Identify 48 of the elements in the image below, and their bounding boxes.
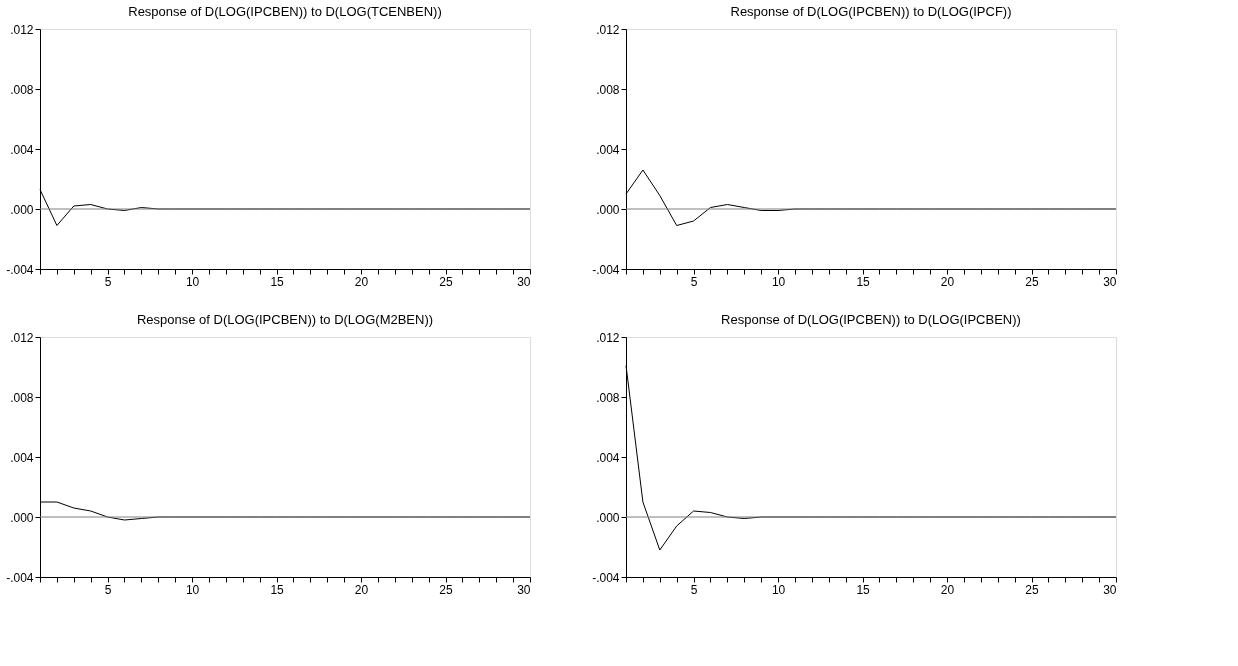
x-tick-label: 25 (1025, 274, 1040, 289)
x-tick-label: 10 (771, 274, 786, 289)
y-tick-label: -.004 (6, 570, 34, 585)
x-tick-label: 15 (856, 274, 871, 289)
y-tick-label: .012 (10, 22, 34, 37)
x-tick-label: 25 (439, 582, 454, 597)
y-tick-label: .008 (10, 390, 34, 405)
y-tick-label: .008 (10, 82, 34, 97)
x-tick-label: 10 (185, 274, 200, 289)
y-tick-label: .000 (596, 510, 620, 525)
y-tick-label: .004 (10, 142, 34, 157)
chart-title: Response of D(LOG(IPCBEN)) to D(LOG(TCENBEN)) (128, 4, 442, 19)
y-tick-label: -.004 (592, 262, 620, 277)
y-tick-label: .000 (10, 510, 34, 525)
y-tick-label: -.004 (592, 570, 620, 585)
y-tick-label: .008 (596, 82, 620, 97)
x-tick-label: 15 (856, 582, 871, 597)
y-tick-label: .000 (10, 202, 34, 217)
y-tick-label: .008 (596, 390, 620, 405)
x-tick-label: 20 (940, 274, 955, 289)
x-tick-label: 25 (439, 274, 454, 289)
x-tick-label: 30 (517, 274, 531, 289)
x-tick-label: 10 (771, 582, 786, 597)
x-tick-label: 5 (104, 582, 112, 597)
y-tick-label: .012 (596, 330, 620, 345)
y-tick-label: .004 (596, 142, 620, 157)
y-tick-label: .004 (596, 450, 620, 465)
x-tick-label: 20 (940, 582, 955, 597)
chart-title: Response of D(LOG(IPCBEN)) to D(LOG(M2BEN)) (136, 312, 434, 327)
y-tick-label: .004 (10, 450, 34, 465)
x-tick-label: 5 (690, 582, 698, 597)
y-tick-label: .012 (10, 330, 34, 345)
x-tick-label: 20 (354, 582, 369, 597)
y-tick-label: .012 (596, 22, 620, 37)
x-tick-label: 30 (1103, 582, 1117, 597)
chart-title: Response of D(LOG(IPCBEN)) to D(LOG(IPCF)) (730, 4, 1012, 19)
y-tick-label: -.004 (6, 262, 34, 277)
x-tick-label: 10 (185, 582, 200, 597)
x-tick-label: 15 (270, 274, 285, 289)
y-tick-label: .000 (596, 202, 620, 217)
x-tick-label: 30 (1103, 274, 1117, 289)
x-tick-label: 15 (270, 582, 285, 597)
chart-title: Response of D(LOG(IPCBEN)) to D(LOG(IPCBEN)) (721, 312, 1021, 327)
x-tick-label: 25 (1025, 582, 1040, 597)
x-tick-label: 5 (104, 274, 112, 289)
x-tick-label: 20 (354, 274, 369, 289)
x-tick-label: 5 (690, 274, 698, 289)
x-tick-label: 30 (517, 582, 531, 597)
